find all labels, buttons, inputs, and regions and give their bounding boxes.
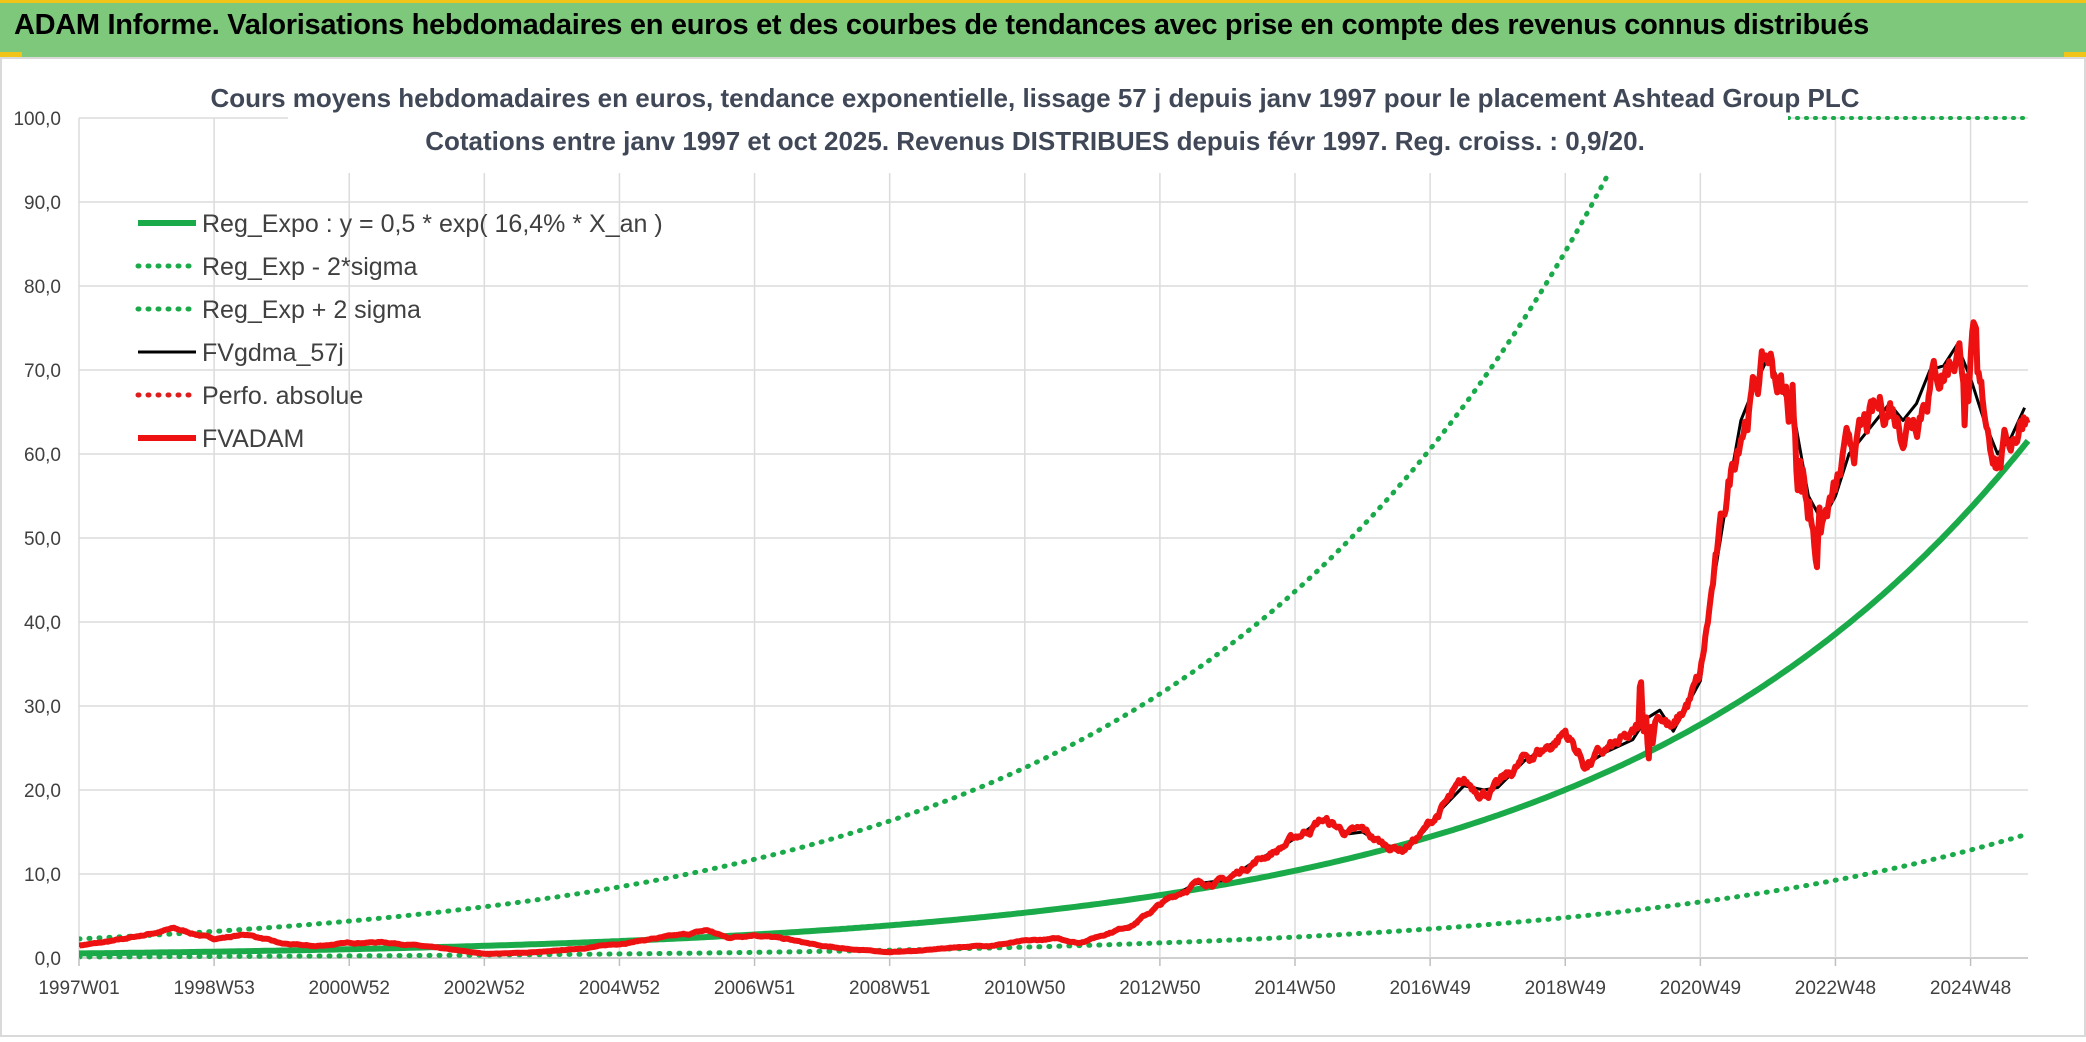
- x-tick-label: 2020W49: [1660, 978, 1741, 999]
- chart-title: Cours moyens hebdomadaires en euros, ten…: [210, 83, 1859, 113]
- legend-label: FVgdma_57j: [202, 339, 344, 367]
- corner-mark-left: [0, 52, 22, 58]
- series-layer: [79, 116, 2031, 960]
- chart-border: [0, 57, 2086, 1037]
- x-tick-label: 2022W48: [1795, 978, 1876, 999]
- chart: 0,0 10,0 20,0 30,0 40,0 50,0 60,0 70,0 80,0 90,0 1…: [0, 57, 2086, 1037]
- page-title: ADAM Informe. Valorisations hebdomadaire…: [14, 9, 1869, 41]
- y-tick-label: 30,0: [24, 697, 61, 718]
- corner-mark-right: [2064, 52, 2086, 58]
- chart-frame: 0,0 10,0 20,0 30,0 40,0 50,0 60,0 70,0 80,0 90,0 1…: [0, 57, 2086, 1037]
- y-tick-label: 70,0: [24, 361, 61, 382]
- y-tick-label: 20,0: [24, 781, 61, 802]
- x-tick-label: 2006W51: [714, 978, 795, 999]
- legend-label: Reg_Exp - 2*sigma: [202, 253, 417, 281]
- header-bar: ADAM Informe. Valorisations hebdomadaire…: [0, 0, 2086, 57]
- y-tick-label: 0,0: [35, 949, 61, 970]
- x-tick-label: 1998W53: [173, 978, 254, 999]
- y-tick-label: 50,0: [24, 529, 61, 550]
- title-backdrop: [288, 63, 1788, 173]
- x-tick-label: 2010W50: [984, 978, 1065, 999]
- y-tick-label: 60,0: [24, 445, 61, 466]
- legend-label: Reg_Expo : y = 0,5 * exp( 16,4% * X_an ): [202, 210, 663, 238]
- x-tick-label: 2002W52: [444, 978, 525, 999]
- series-line: [79, 319, 2031, 957]
- x-tick-label: 2024W48: [1930, 978, 2011, 999]
- y-tick-label: 100,0: [13, 109, 61, 130]
- x-tick-label: 1997W01: [38, 978, 119, 999]
- series-line: [79, 116, 1641, 942]
- legend-label: FVADAM: [202, 425, 304, 453]
- y-tick-label: 40,0: [24, 613, 61, 634]
- x-tick-label: 2018W49: [1525, 978, 1606, 999]
- x-tick-label: 2008W51: [849, 978, 930, 999]
- legend-label: Reg_Exp + 2 sigma: [202, 296, 421, 324]
- chart-subtitle: Cotations entre janv 1997 et oct 2025. R…: [425, 126, 1645, 156]
- y-tick-label: 10,0: [24, 865, 61, 886]
- x-tick-label: 2014W50: [1254, 978, 1335, 999]
- legend: Reg_Expo : y = 0,5 * exp( 16,4% * X_an )…: [135, 210, 663, 453]
- x-tick-label: 2000W52: [309, 978, 390, 999]
- x-tick-label: 2004W52: [579, 978, 660, 999]
- y-tick-label: 90,0: [24, 193, 61, 214]
- y-tick-label: 80,0: [24, 277, 61, 298]
- x-tick-label: 2016W49: [1389, 978, 1470, 999]
- x-tick-label: 2012W50: [1119, 978, 1200, 999]
- legend-label: Perfo. absolue: [202, 382, 363, 410]
- axes: 0,0 10,0 20,0 30,0 40,0 50,0 60,0 70,0 80,0 90,0 1…: [13, 109, 2011, 999]
